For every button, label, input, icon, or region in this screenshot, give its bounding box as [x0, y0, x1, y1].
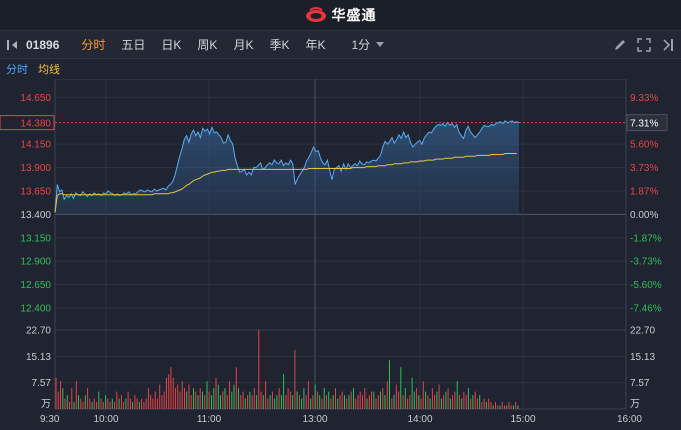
legend-price: 分时: [6, 64, 28, 76]
average-series-line: [54, 153, 517, 213]
tab-4[interactable]: 月K: [233, 37, 254, 52]
sidebar-toggle-icon[interactable]: [661, 38, 675, 52]
chevron-down-icon: [376, 42, 385, 47]
percent-tick-label: -5.60%: [630, 280, 662, 291]
percent-tick-label: -3.73%: [630, 257, 662, 268]
price-area: [55, 120, 519, 215]
toolbar-actions: [613, 31, 675, 59]
tab-5[interactable]: 季K: [269, 37, 290, 52]
percent-tick-label: -1.87%: [630, 233, 662, 244]
toolbar: 01896 分时 五日 日K 周K 月K 季K 年K 1分: [0, 31, 681, 59]
collapse-left-icon: [7, 39, 17, 50]
legend-average: 均线: [38, 64, 60, 76]
volume-unit-label-right: 万: [630, 399, 640, 410]
percent-tick-label: 0.00%: [630, 210, 658, 221]
price-tick-label: 14.650: [20, 93, 51, 104]
volume-tick-label: 7.57: [32, 378, 52, 389]
price-tick-label: 12.650: [20, 280, 51, 291]
interval-value: 1分: [351, 38, 371, 52]
tab-0[interactable]: 分时: [81, 37, 106, 52]
price-tick-label: 13.150: [20, 233, 51, 244]
percent-tick-label: 5.60%: [630, 140, 658, 151]
volume-tick-label: 22.70: [26, 326, 51, 337]
volume-tick-label-right: 7.57: [630, 378, 650, 389]
current-percent-box: [626, 114, 668, 132]
legend-bar: 分时 均线: [0, 59, 681, 79]
tab-6[interactable]: 年K: [305, 37, 326, 52]
percent-tick-label: -7.46%: [630, 303, 662, 314]
brand-name: 华盛通: [331, 7, 377, 23]
time-tick-label: 13:00: [302, 414, 327, 425]
brand-logo-icon: [305, 7, 326, 22]
plot-area: [55, 79, 626, 409]
tab-3[interactable]: 周K: [197, 37, 218, 52]
current-percent-label: 7.31%: [630, 119, 658, 130]
stock-code: 01896: [26, 37, 60, 52]
current-price-box: [0, 115, 55, 131]
price-tick-label: 13.400: [20, 210, 51, 221]
percent-tick-label: 9.33%: [630, 93, 658, 104]
volume-tick-label-right: 15.13: [630, 352, 655, 363]
price-tick-label: 14.150: [20, 140, 51, 151]
volume-unit-label: 万: [41, 399, 51, 410]
collapse-toggle[interactable]: [0, 31, 26, 59]
time-tick-label: 14:00: [407, 414, 432, 425]
price-tick-label: 12.900: [20, 257, 51, 268]
percent-tick-label: 3.73%: [630, 163, 658, 174]
price-tick-label: 13.650: [20, 186, 51, 197]
time-tick-label: 10:00: [93, 414, 118, 425]
tab-2[interactable]: 日K: [161, 37, 182, 52]
pen-icon[interactable]: [613, 38, 627, 52]
interval-select[interactable]: 1分: [333, 36, 390, 53]
percent-tick-label: 1.87%: [630, 186, 658, 197]
time-tick-label: 11:00: [197, 414, 222, 425]
price-tick-label: 12.400: [20, 303, 51, 314]
time-tick-label: 16:00: [617, 414, 642, 425]
price-tick-label: 13.900: [20, 163, 51, 174]
period-tabs: 分时 五日 日K 周K 月K 季K 年K: [73, 31, 333, 59]
time-tick-label: 9:30: [40, 414, 60, 425]
volume-tick-label-right: 22.70: [630, 326, 655, 337]
time-tick-label: 15:00: [510, 414, 535, 425]
brand: 华盛通: [305, 5, 377, 25]
expand-icon[interactable]: [637, 38, 651, 52]
tab-1[interactable]: 五日: [121, 37, 146, 52]
volume-tick-label: 15.13: [26, 352, 51, 363]
brand-header: 华盛通: [0, 0, 681, 31]
current-price-label: 14.380: [20, 119, 51, 130]
